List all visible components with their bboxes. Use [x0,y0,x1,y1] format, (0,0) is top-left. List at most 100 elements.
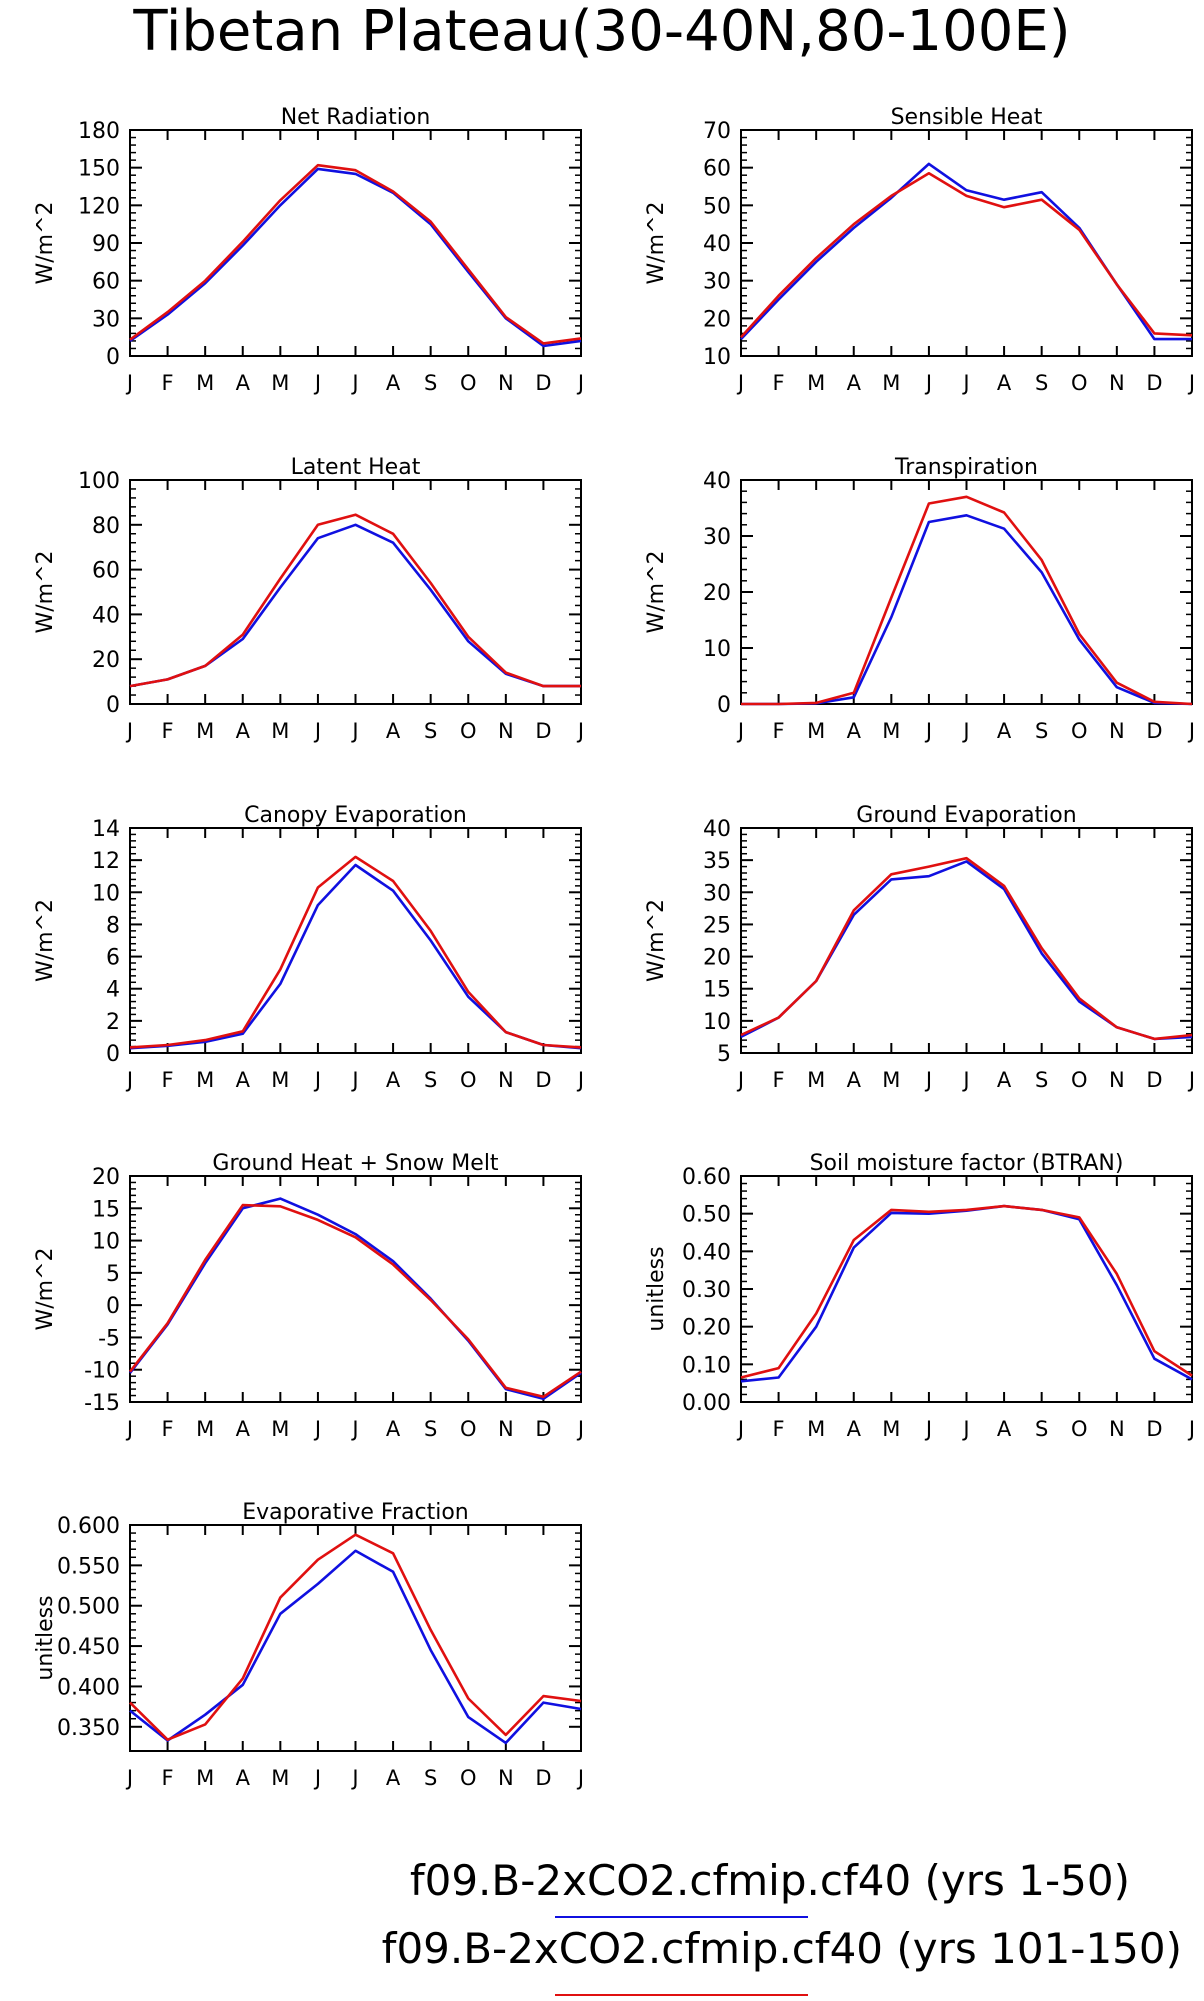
x-tick-label: J [924,719,932,743]
x-tick-label: M [271,371,289,395]
x-tick-label: D [1146,1068,1162,1092]
y-tick-label: 15 [703,978,731,1003]
x-tick-label: A [847,1417,862,1441]
y-axis-label: W/m^2 [33,1247,58,1330]
y-tick-label: 30 [703,881,731,906]
x-tick-label: J [350,1417,358,1441]
x-tick-label: N [1109,719,1125,743]
chart-title: Sensible Heat [891,105,1043,130]
x-tick-label: J [576,1068,584,1092]
series-line-1 [128,1197,582,1401]
x-tick-label: S [1035,1417,1048,1441]
plot-frame [129,827,582,1054]
y-tick-label: 10 [92,881,120,906]
x-tick-label: F [773,371,785,395]
y-tick-label: 0.30 [682,1278,731,1303]
legend: f09.B-2xCO2.cfmip.cf40 (yrs 1-50) f09.B-… [382,1856,1182,1996]
y-tick-label: 60 [92,270,120,295]
y-axis-label: W/m^2 [644,899,669,982]
x-tick-label: O [460,1766,477,1790]
y-tick-label: 0.350 [57,1716,120,1741]
y-tick-label: 15 [92,1197,120,1222]
x-tick-label: O [1071,1068,1088,1092]
y-tick-label: 0.40 [682,1240,731,1265]
series-line-2 [129,513,581,688]
x-tick-label: M [271,1068,289,1092]
plot-frame [129,1524,582,1752]
y-tick-label: 0 [106,345,120,370]
x-tick-label: J [350,1766,358,1790]
y-tick-label: -15 [84,1391,120,1416]
x-tick-label: A [236,1766,251,1790]
x-tick-label: M [807,719,825,743]
x-tick-label: J [125,1068,133,1092]
x-tick-label: D [1146,1417,1162,1441]
x-tick-label: S [424,1417,437,1441]
x-tick-label: J [576,1766,584,1790]
x-tick-label: A [236,1068,251,1092]
y-tick-label: 30 [703,525,731,550]
x-tick-label: S [424,1068,437,1092]
y-tick-label: 70 [703,119,731,144]
x-tick-label: J [924,1417,932,1441]
x-tick-label: J [350,371,358,395]
plot-frame [129,1175,582,1403]
x-tick-label: J [736,719,744,743]
x-tick-label: A [386,719,401,743]
chart-title: Net Radiation [281,105,431,130]
x-tick-label: S [424,719,437,743]
x-tick-label: F [773,1417,785,1441]
series-line-1 [129,167,582,348]
x-tick-label: M [271,1766,289,1790]
plot-frame [740,479,1193,705]
chart-title: Soil moisture factor (BTRAN) [810,1151,1124,1176]
y-axis-label: W/m^2 [644,550,669,633]
x-tick-label: J [961,719,969,743]
x-tick-label: J [313,371,321,395]
x-tick-label: A [236,719,251,743]
y-tick-label: 0 [717,693,731,718]
x-tick-label: J [736,1417,744,1441]
chart-title: Canopy Evaporation [244,803,467,828]
y-tick-label: 0.60 [682,1165,731,1190]
y-tick-label: 5 [717,1042,731,1067]
x-tick-label: A [386,371,401,395]
y-tick-label: 0.450 [57,1635,120,1660]
y-tick-label: 25 [703,913,731,938]
x-tick-label: S [424,1766,437,1790]
y-tick-label: 40 [703,817,731,842]
x-tick-label: N [498,1766,514,1790]
y-tick-label: 90 [92,232,120,257]
x-tick-label: J [313,1068,321,1092]
series-line-1 [129,863,582,1050]
x-tick-label: J [736,371,744,395]
y-tick-label: 2 [106,1010,120,1035]
y-tick-label: -5 [98,1326,120,1351]
y-tick-label: 10 [703,637,731,662]
y-axis-label: W/m^2 [33,201,58,284]
y-tick-label: 0.20 [682,1316,731,1341]
x-tick-label: J [125,1417,133,1441]
plot-frame [740,129,1193,357]
series-line-2 [740,172,1193,339]
y-tick-label: 35 [703,849,731,874]
series-line-1 [740,860,1193,1041]
chart-title: Latent Heat [291,455,421,480]
x-tick-label: J [1187,1417,1195,1441]
y-axis-label: W/m^2 [33,899,58,982]
series-line-2 [740,1204,1193,1379]
x-tick-label: N [1109,1417,1125,1441]
x-tick-label: A [386,1417,401,1441]
x-tick-label: D [535,719,551,743]
x-tick-label: O [1071,719,1088,743]
series-line-1 [740,162,1192,341]
y-tick-label: 40 [703,232,731,257]
y-tick-label: 0.500 [57,1595,120,1620]
x-tick-label: N [1109,1068,1125,1092]
chart-title: Ground Evaporation [856,803,1076,828]
y-tick-label: 40 [703,469,731,494]
x-tick-label: A [997,1417,1012,1441]
